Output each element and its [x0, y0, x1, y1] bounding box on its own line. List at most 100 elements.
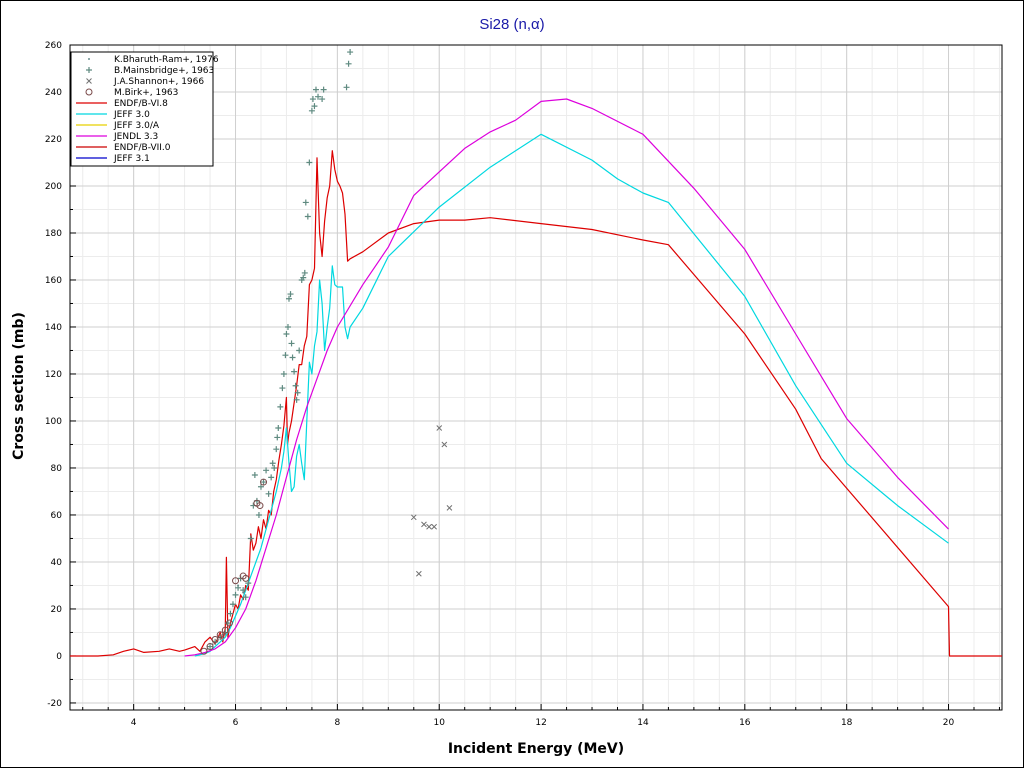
x-axis-label: Incident Energy (MeV)	[447, 741, 625, 757]
series-line-3	[184, 98, 949, 657]
data-point-plus	[235, 584, 242, 591]
y-tick-label: 140	[45, 323, 62, 333]
data-point-cross	[436, 425, 443, 431]
data-point-circle	[211, 636, 219, 644]
data-point-plus	[279, 385, 286, 392]
legend-label: JENDL 3.3	[113, 132, 158, 142]
y-tick-label: 160	[45, 276, 62, 286]
data-point-plus	[255, 511, 262, 518]
data-point-plus	[263, 467, 270, 474]
x-tick-label: 8	[335, 718, 341, 728]
x-tick-label: 14	[637, 718, 649, 728]
data-point-circle	[225, 619, 233, 627]
data-point-circle	[216, 631, 224, 639]
data-point-plus	[309, 96, 316, 103]
legend-label: JEFF 3.1	[113, 154, 150, 164]
y-tick-label: 40	[51, 558, 63, 568]
data-point-plus	[273, 446, 280, 453]
data-point-plus	[312, 86, 319, 93]
data-point-cross	[431, 523, 437, 530]
data-point-plus	[280, 370, 287, 377]
y-tick-label: 260	[45, 41, 62, 51]
legend-marker-dot	[88, 58, 90, 60]
data-point-plus	[285, 295, 292, 302]
legend-marker-circle	[85, 88, 93, 96]
data-point-plus	[292, 382, 299, 389]
y-tick-label: 80	[51, 464, 63, 474]
data-point-plus	[247, 535, 254, 542]
y-tick-label: 0	[56, 652, 62, 662]
x-tick-label: 4	[131, 718, 137, 728]
data-point-plus	[296, 347, 303, 354]
data-point-plus	[271, 464, 278, 471]
data-point-circle	[221, 626, 229, 634]
data-point-plus	[291, 368, 298, 375]
y-tick-label: 20	[51, 605, 63, 615]
series-line-1	[194, 133, 949, 657]
legend-label: JEFF 3.0	[113, 110, 150, 120]
data-point-circle	[242, 574, 250, 582]
data-point-circle	[256, 502, 264, 510]
data-point-plus	[347, 49, 354, 56]
data-point-circle	[206, 643, 214, 651]
plot-border	[69, 44, 1003, 711]
data-point-plus	[207, 643, 214, 650]
data-point-plus	[274, 434, 281, 441]
data-point-plus	[229, 601, 236, 608]
series-layer	[70, 49, 1002, 657]
data-point-plus	[257, 483, 264, 490]
data-point-plus	[311, 103, 318, 110]
data-point-plus	[232, 591, 239, 598]
data-point-cross	[410, 514, 417, 521]
y-tick-label: 240	[45, 88, 62, 98]
legend-label: B.Mainsbridge+, 1963	[114, 66, 214, 76]
axes: 4 6 8 10 12 14 16 18 20 -20 0 20 40 60 80 100 120 140 160 1…	[45, 41, 1003, 728]
data-point-circle	[260, 478, 268, 486]
data-point-plus	[242, 594, 249, 601]
legend-label: K.Bharuth-Ram+, 1976	[114, 55, 219, 65]
data-point-cross	[426, 523, 432, 530]
series-line-0	[70, 150, 1002, 657]
data-point-plus	[282, 352, 289, 359]
data-point-plus	[315, 93, 322, 100]
data-point-plus	[304, 213, 311, 220]
x-tick-label: 12	[535, 718, 546, 728]
data-point-cross	[441, 441, 448, 448]
data-point-plus	[260, 479, 267, 486]
legend-marker-cross	[86, 78, 92, 84]
x-tick-label: 18	[841, 718, 853, 728]
data-point-plus	[343, 84, 350, 91]
data-point-plus	[308, 107, 315, 114]
data-point-plus	[306, 159, 313, 166]
legend-marker-plus	[86, 67, 92, 73]
y-tick-label: 100	[45, 417, 62, 427]
x-tick-label: 6	[233, 718, 239, 728]
data-point-plus	[240, 587, 247, 594]
data-point-plus	[284, 323, 291, 330]
data-point-circle	[200, 647, 208, 655]
chart-title: Si28 (n,α)	[479, 16, 545, 33]
y-tick-label: 220	[45, 135, 62, 145]
legend-label: ENDF/B-VII.0	[114, 143, 171, 153]
data-point-plus	[320, 86, 327, 93]
legend-label: ENDF/B-VI.8	[114, 99, 168, 109]
x-tick-label: 16	[739, 718, 751, 728]
data-point-plus	[269, 460, 276, 467]
data-point-plus	[288, 340, 295, 347]
data-point-plus	[301, 269, 308, 276]
legend-label: JEFF 3.0/A	[113, 121, 160, 131]
x-tick-label: 20	[943, 718, 955, 728]
data-point-plus	[302, 199, 309, 206]
data-point-plus	[251, 472, 258, 479]
data-point-cross	[446, 505, 453, 511]
legend-label: M.Birk+, 1963	[114, 88, 178, 98]
grid	[70, 44, 1002, 710]
data-point-cross	[416, 570, 422, 577]
data-point-plus	[287, 291, 294, 298]
data-point-plus	[265, 490, 272, 497]
data-point-plus	[224, 620, 231, 627]
y-tick-label: 120	[45, 370, 62, 380]
x-tick-label: 10	[434, 718, 446, 728]
